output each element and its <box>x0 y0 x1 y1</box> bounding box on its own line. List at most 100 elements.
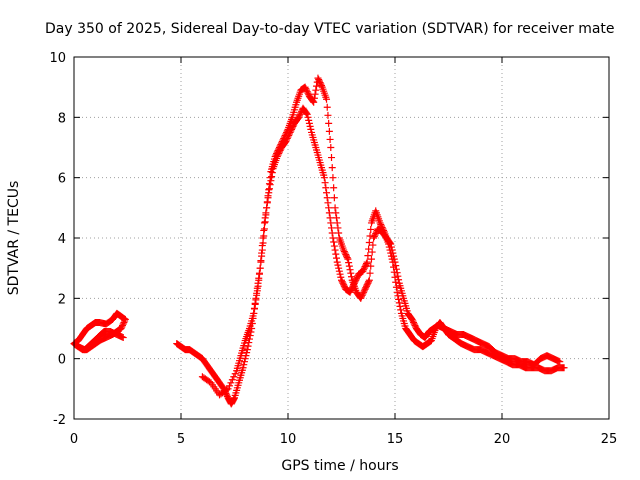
data-point <box>315 77 323 85</box>
data-point <box>345 259 353 267</box>
data-point <box>335 267 343 275</box>
data-point <box>303 109 311 117</box>
data-point <box>333 254 341 262</box>
data-point <box>303 86 311 94</box>
data-point <box>268 169 276 177</box>
data-point <box>342 252 350 260</box>
data-point <box>323 194 331 202</box>
data-point <box>258 252 266 260</box>
data-point <box>370 232 378 240</box>
data-point <box>410 318 418 326</box>
data-point <box>391 258 399 266</box>
data-point <box>309 97 317 105</box>
data-point <box>295 113 303 121</box>
data-point <box>120 318 128 326</box>
data-point <box>369 241 377 249</box>
data-point <box>337 273 345 281</box>
data-point <box>277 140 285 148</box>
data-point <box>335 264 343 272</box>
data-point <box>250 305 258 313</box>
data-point <box>338 276 345 284</box>
data-point <box>307 125 315 133</box>
data-point <box>321 179 329 187</box>
data-point <box>266 181 274 189</box>
data-point <box>345 262 353 270</box>
y-tick-label: 2 <box>58 292 66 307</box>
data-point <box>119 320 127 328</box>
data-point <box>326 135 334 143</box>
data-point <box>409 317 417 325</box>
data-point <box>357 293 365 301</box>
x-axis-ticks: 0 5 10 15 20 25 <box>70 57 617 447</box>
data-point <box>263 204 271 212</box>
data-point <box>327 219 335 227</box>
data-point <box>328 164 336 172</box>
data-point <box>395 295 403 303</box>
data-point <box>341 249 349 257</box>
data-point <box>387 240 395 248</box>
x-tick-label: 10 <box>280 432 297 447</box>
x-tick-label: 15 <box>387 432 404 447</box>
x-tick-label: 0 <box>70 432 78 447</box>
data-point <box>365 239 373 247</box>
data-point <box>330 184 338 192</box>
data-point <box>259 239 267 247</box>
data-point <box>389 249 397 257</box>
data-point <box>283 127 291 135</box>
data-point <box>261 218 269 226</box>
data-point <box>332 250 340 258</box>
data-point <box>327 144 335 151</box>
data-point <box>320 174 328 182</box>
data-point <box>303 88 311 96</box>
data-point <box>316 79 324 87</box>
data-point <box>338 278 346 286</box>
data-point <box>325 209 333 217</box>
data-point <box>258 246 266 254</box>
data-point <box>334 261 342 269</box>
data-point <box>329 234 337 242</box>
data-point <box>265 180 273 188</box>
data-point <box>390 252 398 260</box>
data-point <box>323 103 331 111</box>
data-point <box>121 317 129 325</box>
data-point <box>272 151 280 159</box>
y-axis-label: SDTVAR / TECUs <box>6 181 22 296</box>
data-point <box>276 142 284 150</box>
data-point <box>393 288 401 296</box>
data-point <box>387 243 395 251</box>
data-point <box>252 296 260 304</box>
data-point <box>360 266 368 274</box>
data-point <box>281 131 289 139</box>
data-point <box>240 361 248 369</box>
data-point <box>333 258 341 266</box>
data-point <box>227 379 235 387</box>
data-point <box>326 214 334 222</box>
data-point <box>358 291 366 299</box>
grid <box>74 57 609 419</box>
x-tick-label: 20 <box>494 432 511 447</box>
data-point <box>231 370 239 378</box>
data-point <box>363 258 371 266</box>
y-tick-label: 10 <box>49 51 66 66</box>
data-point <box>393 269 401 277</box>
data-point <box>365 245 373 253</box>
data-point <box>302 85 310 93</box>
data-point <box>377 220 385 228</box>
data-point <box>392 265 400 273</box>
data-point <box>392 262 400 270</box>
data-point <box>323 95 331 103</box>
data-point <box>386 239 394 247</box>
data-point <box>335 229 343 237</box>
data-point <box>273 148 281 156</box>
data-point <box>304 113 312 121</box>
data-point <box>360 264 368 272</box>
data-point <box>304 89 312 97</box>
data-point <box>339 279 347 287</box>
data-point <box>333 219 341 227</box>
data-point <box>359 267 367 275</box>
data-point <box>325 127 333 135</box>
data-point <box>282 130 290 138</box>
data-point <box>367 255 375 263</box>
x-tick-label: 25 <box>601 432 618 447</box>
chart-title: Day 350 of 2025, Sidereal Day-to-day VTE… <box>45 21 615 37</box>
